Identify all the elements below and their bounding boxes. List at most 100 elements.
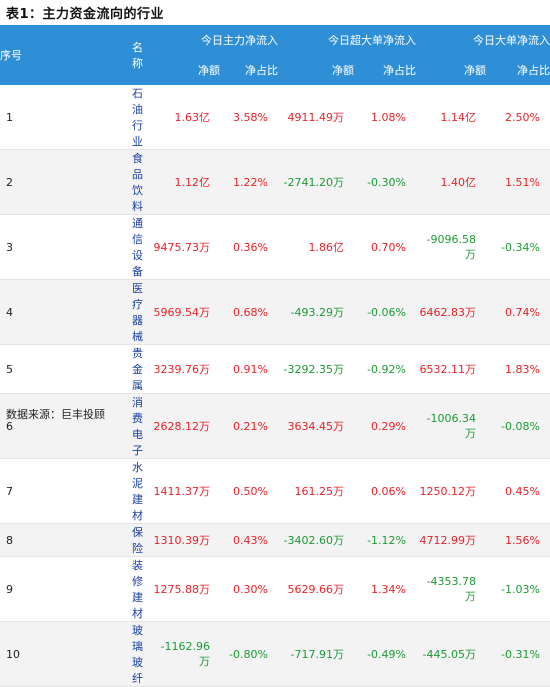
header-large-ratio: 净占比: [486, 55, 550, 85]
cell-large-net: 4712.99万: [416, 523, 486, 557]
table-row: 3 通信设备 9475.73万 0.36% 1.86亿 0.70% -9096.…: [0, 214, 550, 280]
cell-main-ratio: 0.21%: [220, 393, 278, 459]
cell-main-net: 9475.73万: [150, 214, 220, 280]
row-industry-link[interactable]: 通信设备: [60, 214, 150, 280]
cell-large-ratio: -0.34%: [486, 214, 550, 280]
cell-super-ratio: 1.34%: [354, 556, 416, 622]
header-super-inflow: 今日超大单净流入: [278, 25, 416, 55]
cell-main-net: 1.63亿: [150, 85, 220, 150]
cell-main-net: 5969.54万: [150, 279, 220, 345]
cell-large-ratio: -0.08%: [486, 393, 550, 459]
cell-main-ratio: -0.80%: [220, 621, 278, 687]
cell-super-ratio: 0.29%: [354, 393, 416, 459]
table-row: 6 消费电子 2628.12万 0.21% 3634.45万 0.29% -10…: [0, 393, 550, 459]
data-table: 序号 名称 今日主力净流入 今日超大单净流入 今日大单净流入 净额 净占比 净额…: [0, 25, 550, 687]
cell-main-net: 3239.76万: [150, 344, 220, 394]
row-index: 10: [0, 621, 60, 687]
cell-large-ratio: 0.45%: [486, 458, 550, 524]
row-industry-link[interactable]: 水泥建材: [60, 458, 150, 524]
cell-main-net: 1.12亿: [150, 149, 220, 215]
row-industry-link[interactable]: 贵金属: [60, 344, 150, 394]
row-industry-link[interactable]: 保险: [60, 523, 150, 557]
table-row: 4 医疗器械 5969.54万 0.68% -493.29万 -0.06% 64…: [0, 279, 550, 345]
cell-main-net: 1275.88万: [150, 556, 220, 622]
data-source-note: 数据来源：巨丰投顾: [6, 408, 105, 421]
row-index: 2: [0, 149, 60, 215]
cell-large-net: -445.05万: [416, 621, 486, 687]
cell-main-ratio: 0.36%: [220, 214, 278, 280]
cell-main-ratio: 3.58%: [220, 85, 278, 150]
cell-main-ratio: 1.22%: [220, 149, 278, 215]
cell-large-ratio: 0.74%: [486, 279, 550, 345]
cell-main-ratio: 0.50%: [220, 458, 278, 524]
table-row: 8 保险 1310.39万 0.43% -3402.60万 -1.12% 471…: [0, 523, 550, 557]
cell-large-ratio: 1.51%: [486, 149, 550, 215]
cell-main-ratio: 0.30%: [220, 556, 278, 622]
row-index: 7: [0, 458, 60, 524]
cell-large-net: -9096.58万: [416, 214, 486, 280]
table-row: 7 水泥建材 1411.37万 0.50% 161.25万 0.06% 1250…: [0, 458, 550, 524]
header-large-inflow: 今日大单净流入: [416, 25, 550, 55]
table-row: 2 食品饮料 1.12亿 1.22% -2741.20万 -0.30% 1.40…: [0, 149, 550, 215]
cell-super-ratio: 0.70%: [354, 214, 416, 280]
header-main-ratio: 净占比: [220, 55, 278, 85]
cell-super-ratio: -1.12%: [354, 523, 416, 557]
cell-super-ratio: -0.30%: [354, 149, 416, 215]
table-title: 表1：主力资金流向的行业: [6, 7, 165, 22]
cell-large-net: 6462.83万: [416, 279, 486, 345]
cell-super-net: -493.29万: [278, 279, 354, 345]
cell-super-ratio: -0.06%: [354, 279, 416, 345]
header-sub-row: 净额 净占比 净额 净占比 净额 净占比: [0, 55, 550, 85]
cell-main-ratio: 0.91%: [220, 344, 278, 394]
row-index: 6: [0, 393, 60, 459]
cell-super-net: 5629.66万: [278, 556, 354, 622]
cell-super-net: -717.91万: [278, 621, 354, 687]
row-index: 3: [0, 214, 60, 280]
row-industry-link[interactable]: 医疗器械: [60, 279, 150, 345]
cell-main-net: 1411.37万: [150, 458, 220, 524]
row-industry-link[interactable]: 消费电子: [60, 393, 150, 459]
table-row: 5 贵金属 3239.76万 0.91% -3292.35万 -0.92% 65…: [0, 344, 550, 394]
cell-large-net: 1250.12万: [416, 458, 486, 524]
cell-super-net: 4911.49万: [278, 85, 354, 150]
cell-super-net: 3634.45万: [278, 393, 354, 459]
table-body: 1 石油行业 1.63亿 3.58% 4911.49万 1.08% 1.14亿 …: [0, 85, 550, 687]
row-industry-link[interactable]: 装修建材: [60, 556, 150, 622]
table-row: 9 装修建材 1275.88万 0.30% 5629.66万 1.34% -43…: [0, 556, 550, 622]
row-index: 8: [0, 523, 60, 557]
cell-main-net: 1310.39万: [150, 523, 220, 557]
row-industry-link[interactable]: 食品饮料: [60, 149, 150, 215]
cell-super-ratio: 0.06%: [354, 458, 416, 524]
cell-large-ratio: 1.56%: [486, 523, 550, 557]
cell-main-ratio: 0.43%: [220, 523, 278, 557]
cell-super-net: 161.25万: [278, 458, 354, 524]
row-index: 1: [0, 85, 60, 150]
cell-large-ratio: -0.31%: [486, 621, 550, 687]
header-group-row: 序号 名称 今日主力净流入 今日超大单净流入 今日大单净流入: [0, 25, 550, 85]
cell-super-net: 1.86亿: [278, 214, 354, 280]
cell-super-net: -3402.60万: [278, 523, 354, 557]
header-super-ratio: 净占比: [354, 55, 416, 85]
cell-main-ratio: 0.68%: [220, 279, 278, 345]
header-main-net: 净额: [150, 55, 220, 85]
cell-super-ratio: 1.08%: [354, 85, 416, 150]
header-large-net: 净额: [416, 55, 486, 85]
cell-large-net: -1006.34万: [416, 393, 486, 459]
row-industry-link[interactable]: 石油行业: [60, 85, 150, 150]
table-row: 10 玻璃玻纤 -1162.96万 -0.80% -717.91万 -0.49%…: [0, 621, 550, 687]
row-index: 9: [0, 556, 60, 622]
cell-main-net: 2628.12万: [150, 393, 220, 459]
cell-super-net: -2741.20万: [278, 149, 354, 215]
row-industry-link[interactable]: 玻璃玻纤: [60, 621, 150, 687]
cell-large-ratio: 1.83%: [486, 344, 550, 394]
row-index: 5: [0, 344, 60, 394]
header-main-inflow: 今日主力净流入: [150, 25, 278, 55]
cell-super-ratio: -0.49%: [354, 621, 416, 687]
industry-fund-flow-table: 序号 名称 今日主力净流入 今日超大单净流入 今日大单净流入 净额 净占比 净额…: [0, 25, 550, 687]
cell-large-net: 6532.11万: [416, 344, 486, 394]
cell-large-net: 1.14亿: [416, 85, 486, 150]
header-index: 序号: [0, 25, 60, 85]
cell-super-net: -3292.35万: [278, 344, 354, 394]
cell-large-net: -4353.78万: [416, 556, 486, 622]
cell-large-ratio: 2.50%: [486, 85, 550, 150]
